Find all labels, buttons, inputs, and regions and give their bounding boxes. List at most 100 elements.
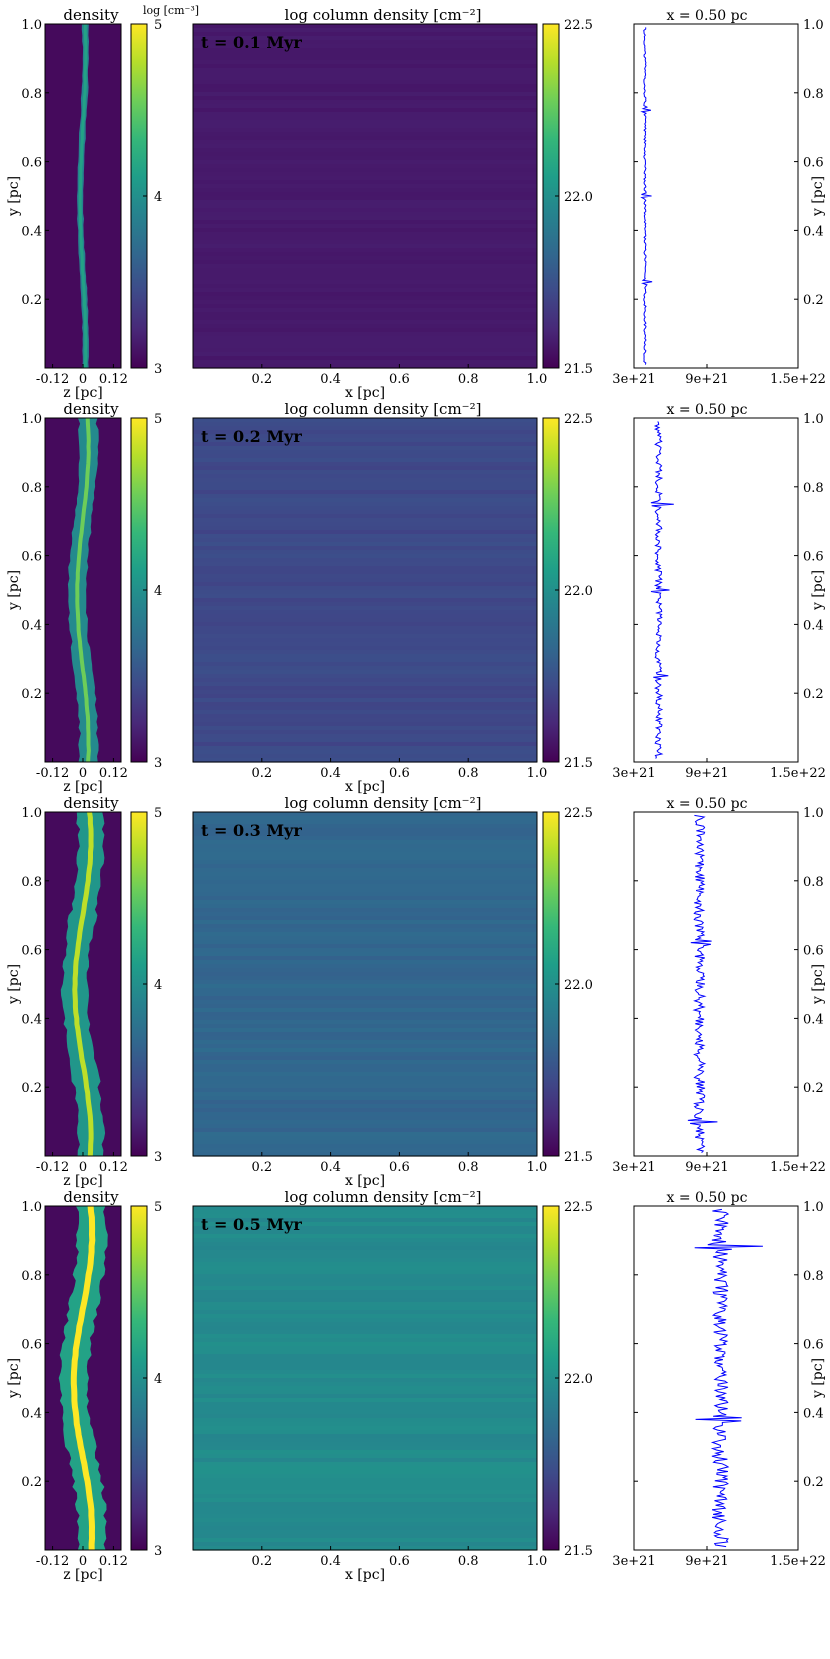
column-stripe xyxy=(193,996,537,1001)
column-stripe xyxy=(193,1258,537,1263)
column-stripe xyxy=(193,964,537,969)
column-stripe xyxy=(193,916,537,921)
column-stripe xyxy=(193,422,537,427)
column-stripe xyxy=(193,872,537,877)
column-stripe xyxy=(193,1116,537,1121)
profile-frame xyxy=(633,23,799,369)
column-stripe xyxy=(193,832,537,837)
column-stripe xyxy=(193,1478,537,1483)
column-stripe xyxy=(193,454,537,459)
profile-ytick-label: 0.2 xyxy=(803,293,824,308)
column-stripe xyxy=(193,1358,537,1363)
column-stripe xyxy=(193,530,537,535)
profile-xtick-label: 3e+21 xyxy=(612,1160,655,1175)
column-stripe xyxy=(193,606,537,611)
column-stripe xyxy=(193,228,537,233)
column-cbar-tick-label: 21.5 xyxy=(564,1150,593,1165)
column-xlabel: x [pc] xyxy=(345,1567,385,1583)
column-stripe xyxy=(193,1394,537,1399)
column-stripe xyxy=(193,418,537,423)
profile-ytick-label: 0.6 xyxy=(803,944,824,959)
density-ylabel: y [pc] xyxy=(6,176,22,217)
column-stripe xyxy=(193,662,537,667)
column-stripe xyxy=(193,570,537,575)
column-stripe xyxy=(193,140,537,145)
column-stripe xyxy=(193,1422,537,1427)
column-stripe xyxy=(193,176,537,181)
density-ytick-label: 0.4 xyxy=(21,618,42,633)
column-stripe xyxy=(193,1206,537,1211)
column-stripe xyxy=(193,96,537,101)
profile-ytick-label: 0.4 xyxy=(803,618,824,633)
column-xtick-label: 1.0 xyxy=(527,766,548,781)
column-xtick-label: 1.0 xyxy=(527,1160,548,1175)
column-stripe xyxy=(193,920,537,925)
column-stripe xyxy=(193,364,537,369)
column-stripe xyxy=(193,1226,537,1231)
column-xtick-label: 0.6 xyxy=(389,766,410,781)
profile-ytick-label: 0.8 xyxy=(803,875,824,890)
column-stripe xyxy=(193,1136,537,1141)
column-stripe xyxy=(193,924,537,929)
column-stripe xyxy=(193,312,537,317)
column-stripe xyxy=(193,1218,537,1223)
density-xtick-label: 0.12 xyxy=(99,1160,128,1175)
column-frame xyxy=(192,1205,538,1551)
column-stripe xyxy=(193,304,537,309)
filament-envelope xyxy=(67,418,99,762)
profile-ytick-label: 1.0 xyxy=(803,412,824,427)
column-stripe xyxy=(193,1108,537,1113)
profile-xtick-label: 9e+21 xyxy=(685,766,728,781)
filament-envelope xyxy=(58,1206,108,1550)
profile-xtick-label: 1.5e+22 xyxy=(770,372,826,387)
profile-ytick-label: 0.6 xyxy=(803,1338,824,1353)
column-stripe xyxy=(193,1378,537,1383)
column-stripe xyxy=(193,1310,537,1315)
column-stripe xyxy=(193,1450,537,1455)
column-stripe xyxy=(193,542,537,547)
profile-xtick-label: 1.5e+22 xyxy=(770,1554,826,1569)
column-xtick-label: 1.0 xyxy=(527,372,548,387)
column-stripe xyxy=(193,1254,537,1259)
density-cbar-tick-label: 5 xyxy=(154,412,162,427)
column-stripe xyxy=(193,1068,537,1073)
column-stripe xyxy=(193,1044,537,1049)
column-stripe xyxy=(193,936,537,941)
column-stripe xyxy=(193,1148,537,1153)
profile-frame xyxy=(633,1205,799,1551)
profile-line xyxy=(694,1208,763,1548)
column-stripe xyxy=(193,984,537,989)
column-stripe xyxy=(193,438,537,443)
column-stripe xyxy=(193,1080,537,1085)
column-stripe xyxy=(193,634,537,639)
column-xtick-label: 0.4 xyxy=(320,1160,341,1175)
column-stripe xyxy=(193,1246,537,1251)
column-stripe xyxy=(193,682,537,687)
density-ytick-label: 0.6 xyxy=(21,156,42,171)
column-stripe xyxy=(193,506,537,511)
profile-xtick-label: 9e+21 xyxy=(685,1554,728,1569)
column-stripe xyxy=(193,80,537,85)
profile-line xyxy=(640,27,653,365)
time-label: t = 0.2 Myr xyxy=(201,427,302,446)
profile-ytick-label: 0.6 xyxy=(803,156,824,171)
column-title: log column density [cm⁻²] xyxy=(285,400,482,418)
column-stripe xyxy=(193,638,537,643)
density-ytick-label: 0.2 xyxy=(21,293,42,308)
column-stripe xyxy=(193,1210,537,1215)
column-stripe xyxy=(193,602,537,607)
column-stripe xyxy=(193,908,537,913)
column-stripe xyxy=(193,904,537,909)
column-stripe xyxy=(193,730,537,735)
column-stripe xyxy=(193,706,537,711)
density-ylabel: y [pc] xyxy=(6,1358,22,1399)
column-stripe xyxy=(193,594,537,599)
column-stripe xyxy=(193,1342,537,1347)
column-stripe xyxy=(193,932,537,937)
column-stripe xyxy=(193,320,537,325)
column-stripe xyxy=(193,1266,537,1271)
column-stripe xyxy=(193,1322,537,1327)
density-ytick-label: 0.2 xyxy=(21,1081,42,1096)
density-title: density xyxy=(63,794,119,812)
